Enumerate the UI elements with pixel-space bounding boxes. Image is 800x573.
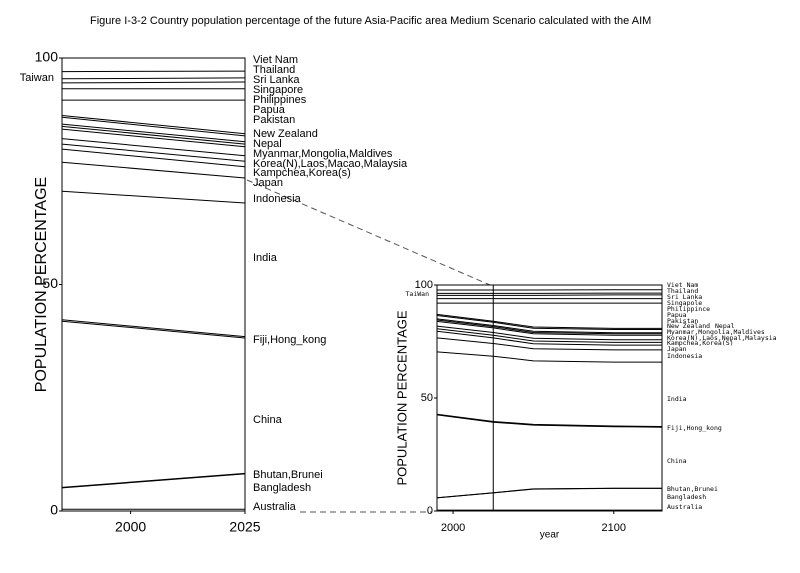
series-label: Bhutan,Brunei <box>667 485 718 493</box>
series-label: Fiji,Hong_kong <box>667 424 722 432</box>
series-label: Sri Lanka <box>253 74 300 86</box>
series-label: Nepal <box>253 138 282 150</box>
series-label: Pakistan <box>667 317 698 325</box>
series-label: New Zealand <box>667 322 710 330</box>
boundary-line <box>61 123 246 143</box>
boundary-line <box>61 320 246 339</box>
boundary-line <box>61 138 246 157</box>
y-tick-label: 0 <box>427 505 433 517</box>
series-label: Philippines <box>253 94 307 106</box>
series-label: Viet Nam <box>253 54 298 66</box>
series-label: China <box>253 414 283 426</box>
series-label: Kampchea,Korea(S) <box>667 339 734 347</box>
boundary-line <box>61 190 246 204</box>
series-label: TaiWan <box>406 290 430 298</box>
series-label: Indonesia <box>253 193 302 205</box>
boundary-line <box>61 472 246 488</box>
series-label: China <box>667 457 687 465</box>
series-label: India <box>667 395 687 403</box>
boundary-line <box>61 148 246 168</box>
series-label: Japan <box>667 345 687 353</box>
series-label: Kampchea,Korea(s) <box>253 167 351 179</box>
x-axis-label: year <box>540 530 560 541</box>
boundary-line <box>61 125 246 145</box>
boundary-line <box>436 319 662 335</box>
boundary-line <box>436 351 662 363</box>
boundary-line <box>61 81 246 84</box>
plot-frame <box>61 57 246 512</box>
y-tick-label: 100 <box>415 279 433 291</box>
series-label: Bangladesh <box>253 482 311 494</box>
x-tick-label: 2000 <box>115 519 146 535</box>
series-label: Taiwan <box>20 72 54 84</box>
boundary-line <box>436 315 662 330</box>
series-label: Korea(N),Laos,Nepal,Malaysia <box>667 334 777 342</box>
boundary-line <box>436 487 662 499</box>
boundary-line <box>437 294 662 296</box>
boundary-line <box>436 337 662 351</box>
series-label: Papua <box>667 311 687 319</box>
y-axis-label: POPULATION PERCENTAGE <box>33 177 50 392</box>
series-label: Bangladesh <box>667 493 706 501</box>
series-label: Viet Nam <box>667 281 698 289</box>
boundary-line <box>436 325 662 341</box>
y-tick-label: 50 <box>421 392 433 404</box>
boundary-line <box>436 414 663 428</box>
boundary-line <box>436 313 662 329</box>
figure-title: Figure I-3-2 Country population percenta… <box>90 15 651 27</box>
boundary-line <box>61 128 246 148</box>
series-label: Pakistan <box>253 114 295 126</box>
series-label: Singapore <box>253 84 303 96</box>
series-label: Bhutan,Brunei <box>253 469 323 481</box>
boundary-line <box>61 77 246 80</box>
boundary-line <box>436 328 662 343</box>
series-label: Nepal <box>715 322 735 330</box>
boundary-line <box>61 115 246 135</box>
series-label: Sri Lanka <box>667 293 702 301</box>
y-axis-label: POPULATION PERCENTAGE <box>394 310 409 485</box>
boundary-line <box>436 487 662 499</box>
series-label: Philippince <box>667 305 710 313</box>
boundary-line <box>61 70 246 73</box>
series-label: Australia <box>253 501 297 513</box>
boundary-line <box>61 143 246 162</box>
series-label: Papua <box>253 104 286 116</box>
series-label: Fiji,Hong_kong <box>253 334 326 346</box>
boundary-line <box>436 413 663 427</box>
series-label: India <box>253 252 278 264</box>
y-tick-label: 50 <box>42 275 58 291</box>
series-label: New Zealand <box>253 128 318 140</box>
boundary-line <box>61 116 246 137</box>
boundary-line <box>61 161 246 179</box>
x-tick-label: 2025 <box>229 519 260 535</box>
x-tick-label: 2100 <box>602 522 626 534</box>
series-label: Indonesia <box>667 352 702 360</box>
y-tick-label: 0 <box>50 502 58 518</box>
series-label: Myanmar,Mongolia,Maldives <box>667 328 765 336</box>
boundary-line <box>436 330 662 346</box>
series-label: Australia <box>667 503 702 511</box>
boundary-line <box>436 320 662 336</box>
y-tick-label: 100 <box>35 49 59 65</box>
x-tick-label: 2000 <box>441 522 465 534</box>
boundary-line <box>61 319 246 338</box>
zoom-connector <box>246 179 491 286</box>
boundary-line <box>436 318 662 334</box>
series-label: Myanmar,Mongolia,Maldives <box>253 148 393 160</box>
series-label: Korea(N),Laos,Macao,Malaysia <box>253 158 408 170</box>
series-label: Singapole <box>667 299 702 307</box>
series-label: Japan <box>253 177 283 189</box>
series-label: Thailand <box>253 64 295 76</box>
series-label: Thailand <box>667 287 698 295</box>
